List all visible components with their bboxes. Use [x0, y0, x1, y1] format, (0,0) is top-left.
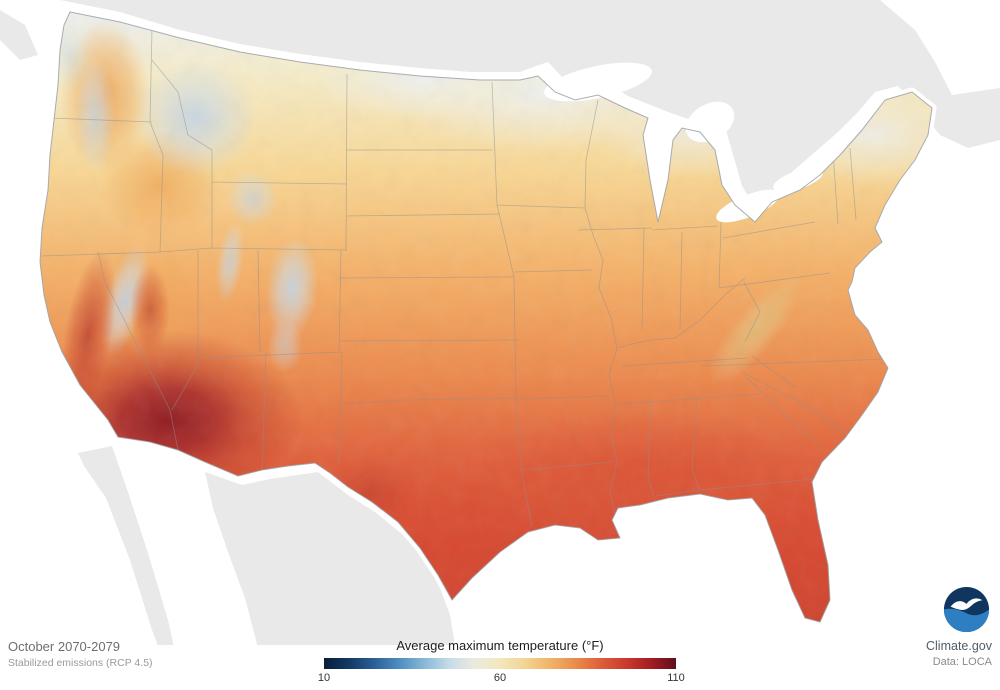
period-label: October 2070-2079	[8, 639, 121, 654]
legend-colorbar	[324, 658, 676, 669]
credits: Climate.gov Data: LOCA	[926, 639, 992, 669]
lake-ontario	[773, 168, 823, 192]
us-temperature-map	[0, 0, 1000, 645]
lake-huron	[685, 101, 735, 143]
state-borders	[41, 27, 887, 528]
legend-tick-max: 110	[667, 672, 685, 684]
vancouver-island	[0, 10, 38, 60]
footer-left: October 2070-2079 Stabilized emissions (…	[8, 639, 153, 670]
legend-title: Average maximum temperature (°F)	[396, 638, 604, 653]
legend-ticks: 10 60 110	[318, 672, 685, 686]
legend-tick-mid: 60	[493, 672, 507, 684]
great-lakes	[544, 62, 823, 223]
legend-tick-min: 10	[317, 672, 331, 684]
legend: Average maximum temperature (°F) 10 60 1…	[318, 638, 685, 686]
neighbor-landmasses	[0, 0, 1000, 645]
canada-landmass	[0, 0, 1000, 212]
lake-erie	[716, 189, 780, 223]
scenario-label: Stabilized emissions (RCP 4.5)	[8, 657, 153, 670]
climate-gov-credit: Climate.gov	[926, 639, 992, 653]
data-credit: Data: LOCA	[932, 655, 992, 668]
baja-california-landmass	[78, 446, 174, 645]
lake-superior	[544, 62, 652, 102]
mexico-landmass	[205, 472, 455, 645]
noaa-logo-icon	[943, 586, 990, 633]
